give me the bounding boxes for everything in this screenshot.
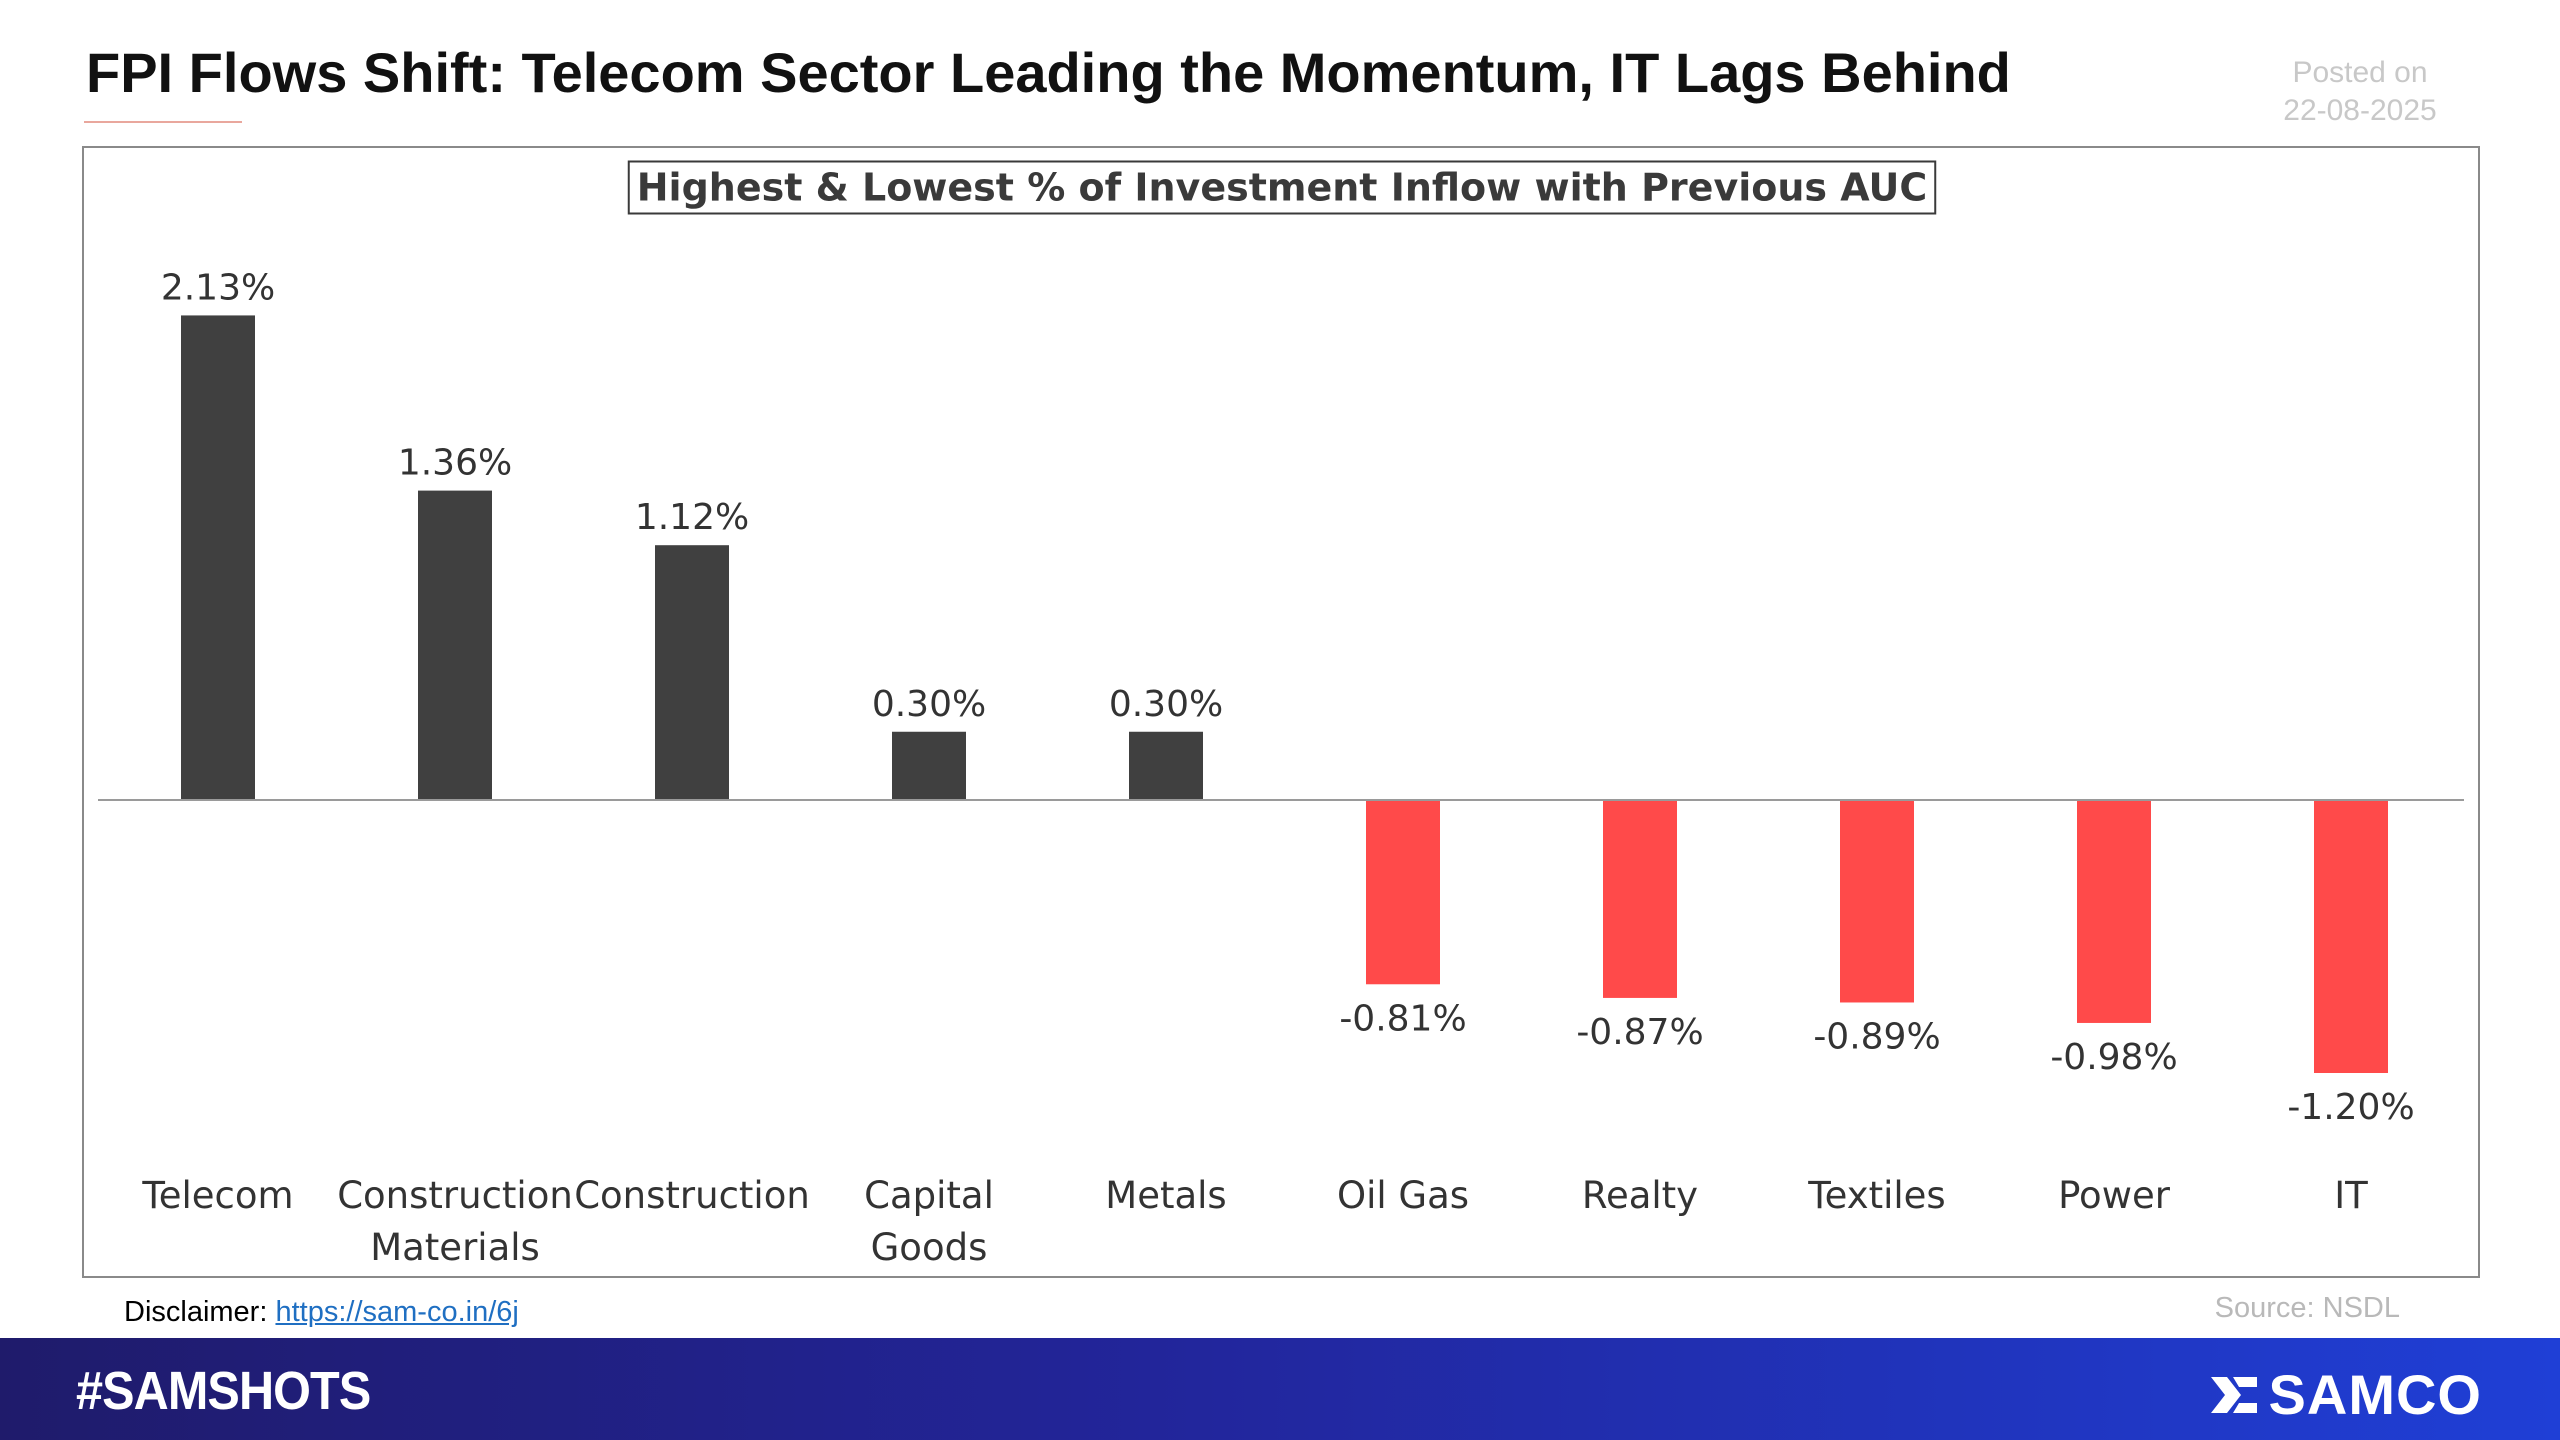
bar-0 bbox=[181, 315, 255, 800]
data-label-5: -0.81% bbox=[1339, 998, 1466, 1039]
posted-date: 22-08-2025 bbox=[2283, 94, 2437, 127]
brand-name: SAMCO bbox=[2268, 1363, 2482, 1426]
bar-9 bbox=[2314, 800, 2388, 1073]
posted-label: Posted on bbox=[2292, 56, 2428, 89]
category-label-6: Realty bbox=[1582, 1174, 1698, 1217]
samco-logo-icon bbox=[2210, 1376, 2257, 1413]
category-label-0: Telecom bbox=[141, 1174, 293, 1217]
disclaimer-label: Disclaimer: bbox=[124, 1296, 268, 1328]
chart-title-box bbox=[627, 160, 1937, 215]
samco-logo: SAMCO bbox=[2205, 1362, 2482, 1427]
bar-5 bbox=[1366, 800, 1440, 985]
category-label-8: Power bbox=[2058, 1174, 2171, 1217]
data-label-3: 0.30% bbox=[872, 684, 986, 725]
data-label-0: 2.13% bbox=[161, 267, 275, 308]
category-label-9: IT bbox=[2334, 1174, 2368, 1217]
source-note: Source: NSDL bbox=[2214, 1292, 2400, 1324]
bar-2 bbox=[655, 545, 729, 800]
chart-frame: Highest & Lowest % of Investment Inflow … bbox=[82, 146, 2480, 1278]
data-label-8: -0.98% bbox=[2050, 1037, 2177, 1078]
category-label-5: Oil Gas bbox=[1337, 1174, 1469, 1217]
category-label-1-1: Materials bbox=[370, 1226, 540, 1269]
footer-bar: #SAMSHOTS SAMCO bbox=[0, 1338, 2560, 1440]
category-label-3-1: Goods bbox=[871, 1226, 988, 1269]
bar-3 bbox=[892, 731, 966, 800]
bar-1 bbox=[418, 490, 492, 800]
category-label-3-0: Capital bbox=[864, 1174, 994, 1217]
posted-date-block: Posted on 22-08-2025 bbox=[2240, 54, 2480, 130]
category-label-4: Metals bbox=[1105, 1174, 1226, 1217]
page-title: FPI Flows Shift: Telecom Sector Leading … bbox=[86, 41, 2011, 104]
bar-4 bbox=[1129, 731, 1203, 800]
bar-8 bbox=[2077, 800, 2151, 1023]
chart-title: Highest & Lowest % of Investment Inflow … bbox=[637, 166, 1927, 210]
bar-chart: Highest & Lowest % of Investment Inflow … bbox=[98, 160, 2464, 1269]
bar-6 bbox=[1603, 800, 1677, 998]
data-label-7: -0.89% bbox=[1813, 1016, 1940, 1057]
title-underline bbox=[84, 121, 242, 123]
data-label-6: -0.87% bbox=[1576, 1012, 1703, 1053]
bar-7 bbox=[1840, 800, 1914, 1003]
category-label-1-0: Construction bbox=[337, 1174, 573, 1217]
category-label-7: Textiles bbox=[1807, 1174, 1945, 1217]
category-label-2: Construction bbox=[574, 1174, 810, 1217]
disclaimer-link[interactable]: https://sam-co.in/6j bbox=[275, 1296, 519, 1328]
data-label-9: -1.20% bbox=[2287, 1087, 2414, 1128]
data-label-4: 0.30% bbox=[1109, 684, 1223, 725]
disclaimer: Disclaimer: https://sam-co.in/6j bbox=[124, 1296, 519, 1329]
hashtag-label: #SAMSHOTS bbox=[76, 1361, 371, 1421]
data-label-1: 1.36% bbox=[398, 443, 512, 484]
data-label-2: 1.12% bbox=[635, 497, 749, 538]
